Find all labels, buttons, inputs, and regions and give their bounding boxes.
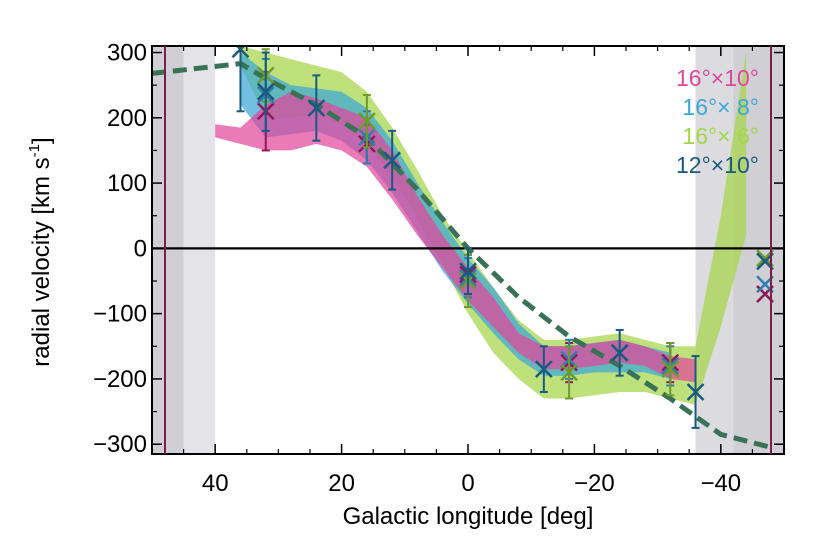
point-s3-1 [256,51,275,132]
data-points [231,46,774,429]
point-s3-3 [383,129,402,191]
cross-b [383,151,402,170]
velocity-bands [215,46,747,405]
cross-b [256,82,275,101]
cross-b [610,343,629,362]
shaded-region-0 [152,46,184,454]
y-axis-label-main: radial velocity [km s [28,157,55,366]
legend-entry: 16°× 6° [682,123,759,149]
point-s3-6 [610,328,629,377]
y-tick-label: 300 [107,40,147,67]
legend-entry: 16°×10° [676,65,759,91]
band-series-0 [215,91,696,383]
y-tick-label: −300 [93,431,147,458]
point-s3-0 [231,46,250,113]
y-tick-label: 200 [107,105,147,132]
legend-entry: 12°×10° [676,152,759,178]
y-tick-label: −100 [93,301,147,328]
point-s2-4 [661,342,680,397]
point-s2-3 [560,345,579,400]
point-s3-5 [534,345,553,393]
y-axis-label: radial velocity [km s-1] [26,137,55,366]
x-tick-label: 40 [202,470,229,497]
x-axis-label: Galactic longitude [deg] [343,503,594,530]
y-axis-label-sup: -1 [26,144,43,157]
x-tick-label: −40 [700,470,741,497]
cross-b [357,112,376,130]
x-tick-label: 20 [328,470,355,497]
legend-entry: 16°× 8° [682,94,759,120]
shaded-region-1 [183,46,216,454]
cross-b [459,262,477,281]
legend: 16°×10° 16°× 8° 16°× 6° 12°×10° [676,65,759,178]
cross-b [231,46,246,59]
cross-b [560,363,579,382]
y-axis-label-close: ] [28,137,55,144]
x-tick-label: 0 [461,470,474,497]
x-tick-label: −20 [574,470,615,497]
point-s3-2 [307,74,326,142]
point-s3-7 [686,355,705,429]
point-s3-4 [459,247,477,296]
cross-b [686,383,705,401]
cross-b [661,360,680,379]
cross-b [307,99,326,117]
y-tick-label: −200 [93,366,147,393]
y-tick-label: 100 [107,170,147,197]
point-s2-1 [357,93,376,149]
y-tick-label: 0 [134,235,147,262]
cross-b [534,360,553,379]
